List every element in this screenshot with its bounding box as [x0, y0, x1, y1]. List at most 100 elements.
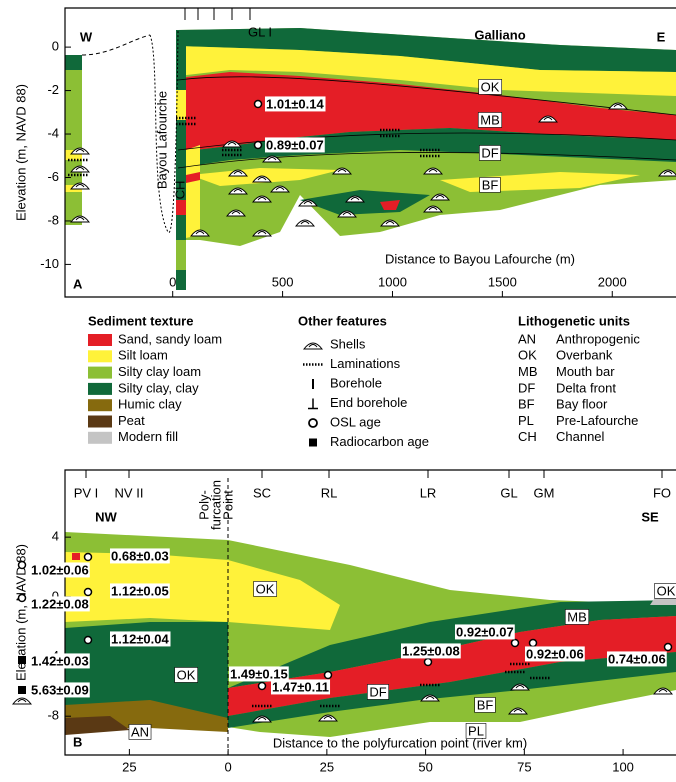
legend-code: DF	[518, 380, 535, 395]
legend-label: Channel	[556, 429, 605, 444]
osl-marker	[665, 644, 672, 651]
layer	[176, 200, 186, 215]
layer	[176, 240, 186, 270]
y-tick-label: -8	[47, 708, 59, 723]
age-label: 5.63±0.09	[31, 682, 89, 697]
legend-title: Sediment texture	[88, 313, 193, 328]
figure: 0-2-4-6-8-100500100015002000AElevation (…	[0, 0, 676, 782]
y-tick-label: -6	[47, 169, 59, 184]
legend-title: Other features	[298, 313, 387, 328]
age-label: 1.25±0.08	[402, 643, 460, 658]
legend-code: CH	[518, 429, 537, 444]
legend-title: Lithogenetic units	[518, 313, 630, 328]
radiocarbon-marker	[18, 686, 26, 694]
x-axis-label: Distance to the polyfurcation point (riv…	[273, 735, 527, 750]
legend-swatch	[88, 350, 112, 362]
age-label: 0.74±0.06	[608, 651, 666, 666]
osl-marker	[259, 683, 266, 690]
legend-code: MB	[518, 364, 538, 379]
osl-icon	[309, 419, 317, 427]
osl-marker	[19, 562, 26, 569]
panel-title: Galliano	[474, 27, 525, 42]
osl-marker	[512, 640, 519, 647]
legend-code: PL	[518, 413, 534, 428]
x-tick-label: 25	[122, 759, 136, 774]
legend-swatch	[88, 432, 112, 444]
shell-icon	[304, 343, 322, 349]
polyfurcation-label: Point	[220, 490, 235, 520]
unit-label: DF	[481, 145, 498, 160]
unit-label: MB	[567, 609, 587, 624]
age-label: 1.42±0.03	[31, 653, 89, 668]
unit-label: AN	[131, 724, 149, 739]
legend-label: End borehole	[330, 395, 407, 410]
age-label: 0.68±0.03	[111, 548, 169, 563]
legend-label: Anthropogenic	[556, 331, 640, 346]
site-label: LR	[420, 485, 437, 500]
site-label: NV II	[115, 485, 144, 500]
y-tick-label: -4	[47, 125, 59, 140]
site-label: RL	[321, 485, 338, 500]
legend-code: AN	[518, 331, 536, 346]
legend-swatch	[88, 367, 112, 379]
section-label: W	[80, 29, 93, 44]
legend-label: Silt loam	[118, 348, 168, 363]
section-label: E	[657, 29, 666, 44]
surface-line	[82, 35, 150, 55]
osl-marker	[85, 589, 92, 596]
legend-label: Sand, sandy loam	[118, 331, 222, 346]
osl-marker	[85, 554, 92, 561]
y-tick-label: -10	[40, 256, 59, 271]
legend-label: Borehole	[330, 375, 382, 390]
unit-label: OK	[177, 667, 196, 682]
unit-label: PL	[468, 723, 484, 738]
age-label: 0.92±0.07	[456, 624, 514, 639]
legend-swatch	[88, 334, 112, 346]
legend-swatch	[88, 383, 112, 395]
radiocarbon-icon	[309, 439, 317, 447]
legend-label: Overbank	[556, 348, 613, 363]
site-label: SC	[253, 485, 271, 500]
legend-label: Peat	[118, 413, 145, 428]
section-label: Bayou Lafourche	[154, 91, 169, 189]
site-label: FO	[653, 485, 671, 500]
shell-icon	[296, 220, 314, 226]
x-tick-label: 1500	[488, 274, 517, 289]
legend-label: Bay floor	[556, 397, 608, 412]
panel-label: B	[73, 734, 82, 749]
panel-label: A	[73, 276, 83, 291]
unit-label: OK	[481, 79, 500, 94]
legend-label: Laminations	[330, 356, 401, 371]
age-label: 1.01±0.14	[266, 96, 325, 111]
legend-swatch	[88, 416, 112, 428]
osl-marker	[530, 640, 537, 647]
y-tick-label: -2	[47, 82, 59, 97]
x-tick-label: 25	[320, 759, 334, 774]
radiocarbon-marker	[18, 656, 26, 664]
layer	[72, 553, 80, 560]
layer	[65, 55, 82, 225]
unit-label: DF	[369, 684, 386, 699]
legend-label: Modern fill	[118, 429, 178, 444]
legend-swatch	[88, 399, 112, 411]
legend-label: Mouth bar	[556, 364, 615, 379]
y-tick-label: 4	[52, 529, 59, 544]
shell-icon	[13, 698, 31, 704]
x-tick-label: 75	[517, 759, 531, 774]
x-tick-label: 2000	[598, 274, 627, 289]
age-label: 1.22±0.08	[31, 596, 89, 611]
legend-label: Pre-Lafourche	[556, 413, 638, 428]
legend-label: Shells	[330, 336, 366, 351]
end-borehole-icon	[308, 399, 318, 409]
unit-label: OK	[657, 583, 676, 598]
x-tick-label: 50	[418, 759, 432, 774]
osl-marker	[425, 659, 432, 666]
legend-code: BF	[518, 397, 535, 412]
legend-label: Silty clay loam	[118, 364, 201, 379]
layer	[176, 90, 186, 120]
layer	[65, 55, 82, 70]
osl-marker	[325, 672, 332, 679]
section-label: CH	[172, 181, 187, 200]
site-label: PV I	[74, 485, 99, 500]
y-axis-label: Elevation (m, NAVD 88)	[13, 84, 28, 221]
